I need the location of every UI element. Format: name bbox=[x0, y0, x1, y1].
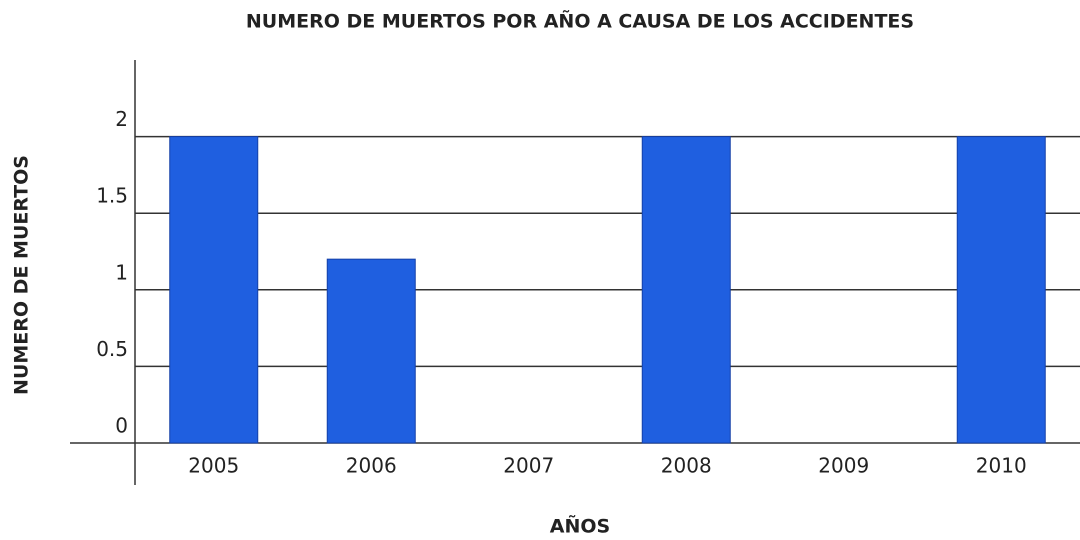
chart-title: NUMERO DE MUERTOS POR AÑO A CAUSA DE LOS… bbox=[246, 9, 914, 33]
y-tick-label: 2 bbox=[115, 107, 128, 131]
y-axis-title: NUMERO DE MUERTOS bbox=[11, 155, 33, 395]
x-tick-label: 2009 bbox=[818, 454, 869, 478]
x-tick-label: 2008 bbox=[661, 454, 712, 478]
x-axis-title: AÑOS bbox=[550, 514, 610, 538]
x-tick-label: 2010 bbox=[976, 454, 1027, 478]
x-tick-label: 2007 bbox=[503, 454, 554, 478]
y-tick-label: 1 bbox=[115, 260, 128, 284]
y-tick-label: 1.5 bbox=[96, 184, 128, 208]
x-tick-label: 2006 bbox=[346, 454, 397, 478]
bar bbox=[326, 258, 416, 444]
x-tick-label: 2005 bbox=[188, 454, 239, 478]
y-tick-label: 0.5 bbox=[96, 337, 128, 361]
y-tick-label: 0 bbox=[115, 414, 128, 438]
bar bbox=[641, 136, 731, 444]
bar bbox=[956, 136, 1046, 444]
bar bbox=[169, 136, 259, 444]
